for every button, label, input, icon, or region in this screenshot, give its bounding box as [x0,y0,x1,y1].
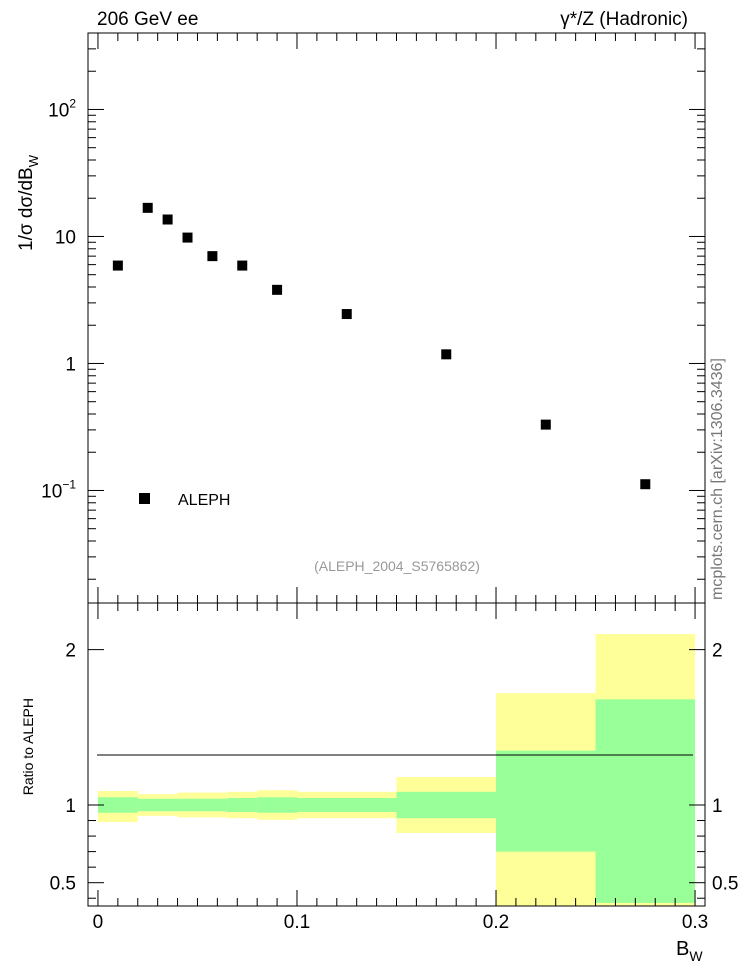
ratio-plot-panel: 0.5 0.5 1 1 2 2 0 0.1 0.2 0.3 Ratio to ALEPH BW [20,602,739,964]
data-points [112,202,651,490]
ratio-band-inner [296,798,397,812]
data-point [441,349,452,360]
energy-label: 206 GeV ee [97,9,198,30]
ratio-y-tick-label-right: 1 [712,796,723,817]
ratio-y-tick-label: 1 [65,796,76,817]
x-tick-label: 0.2 [483,912,509,933]
watermark-label: mcplots.cern.ch [arXiv:1306.3436] [709,358,726,600]
legend-marker [139,493,150,504]
data-point [237,260,248,271]
main-y-tick-labels: 102 10 1 10−1 [41,96,76,502]
process-label: γ*/Z (Hadronic) [560,9,688,30]
y-tick-label: 10 [55,227,76,248]
ratio-band-inner [97,797,138,813]
ratio-y-tick-label: 0.5 [50,874,76,895]
ratio-y-tick-label-right: 2 [712,641,723,662]
ratio-band-inner [137,798,178,812]
main-plot-panel: 102 10 1 10−1 1/σ dσ/dBW ALEPH (ALEPH_2004_… [16,32,706,604]
main-axis-ticks [88,32,705,603]
data-point [162,214,173,225]
ratio-band-inner [496,750,596,852]
ratio-tick-labels: 0.5 0.5 1 1 2 2 0 0.1 0.2 0.3 [50,641,739,933]
main-plot-frame [87,32,706,604]
analysis-id-label: (ALEPH_2004_S5765862) [314,558,480,574]
ratio-band-inner [197,798,228,812]
ratio-y-tick-label-right: 0.5 [712,874,738,895]
ratio-band-inner [396,791,497,819]
x-tick-label: 0.1 [284,912,310,933]
data-point [640,479,651,490]
data-point [272,284,283,295]
main-y-axis-label: 1/σ dσ/dBW [16,154,41,251]
ratio-axis-ticks [88,603,705,906]
data-point [207,251,218,262]
data-point [112,260,123,271]
x-axis-label: BW [676,938,703,964]
x-tick-label: 0 [93,912,104,933]
ratio-y-axis-label: Ratio to ALEPH [20,698,36,795]
y-tick-label: 102 [48,96,76,121]
y-tick-label: 10−1 [41,477,76,502]
x-tick-label: 0.3 [682,912,708,933]
legend-label: ALEPH [178,492,230,509]
ratio-band-inner [227,798,258,812]
ratio-bands [97,634,696,906]
ratio-y-tick-label: 2 [65,641,76,662]
ratio-band-inner [595,699,696,903]
data-point [182,232,193,243]
data-point [341,309,352,320]
y-tick-label: 1 [65,354,76,375]
ratio-band-inner [257,797,297,813]
data-point [142,202,153,213]
ratio-band-inner [177,798,198,812]
data-point [540,419,551,430]
